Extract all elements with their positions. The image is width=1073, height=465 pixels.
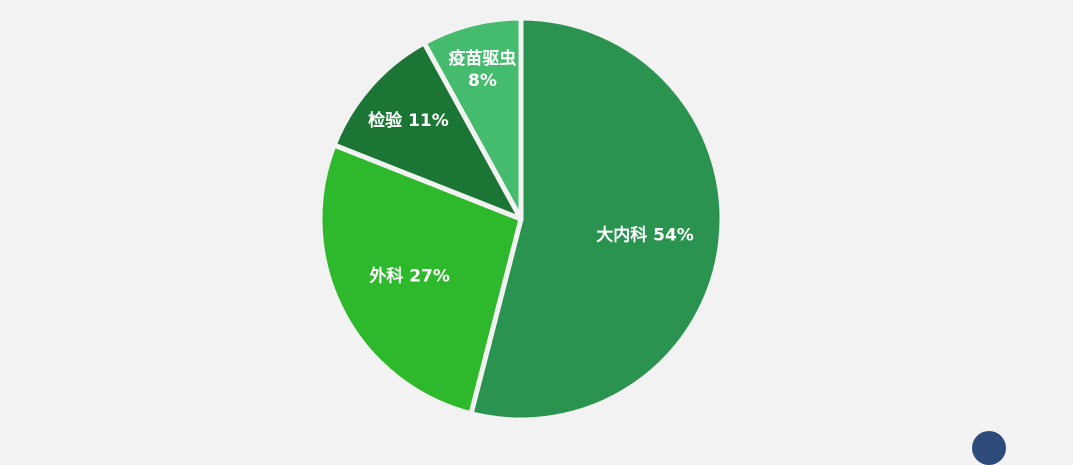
pie-slice-label-4: 疫苗驱虫 8%	[448, 48, 516, 91]
pie-chart: 大内科 54% 外科 27% 检验 11% 疫苗驱虫 8%	[317, 15, 725, 423]
pie-slice-label-3: 检验 11%	[368, 110, 449, 131]
pie-slice-4	[421, 15, 524, 222]
pie-slice-2	[317, 142, 524, 417]
corner-badge	[972, 431, 1006, 465]
pie-slice-label-2: 外科 27%	[369, 266, 450, 287]
pie-slice-1	[468, 15, 725, 423]
pie-chart-svg: 大内科 54% 外科 27% 检验 11% 疫苗驱虫 8%	[317, 15, 725, 423]
pie-slice-3	[331, 40, 524, 222]
pie-slice-label-1: 大内科 54%	[596, 225, 694, 246]
